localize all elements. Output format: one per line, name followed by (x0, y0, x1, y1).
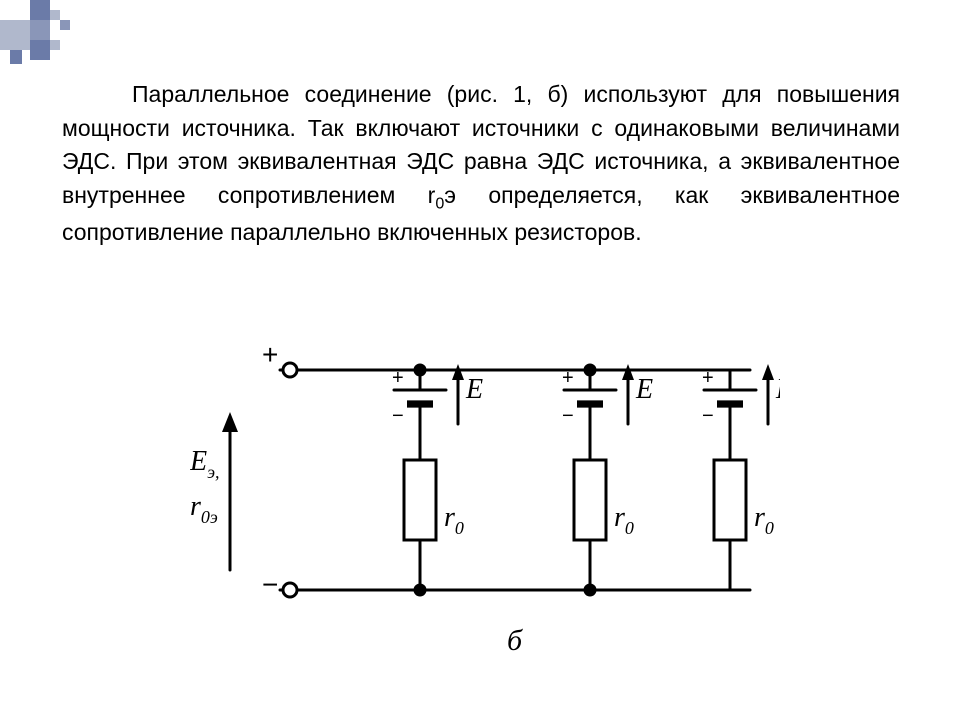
svg-text:−: − (392, 405, 404, 427)
svg-text:E: E (775, 374, 780, 405)
decor-square (0, 20, 30, 50)
circuit-diagram: + − Eэ, r0э + − Er0 + − Er0 + − Er0 б (190, 330, 780, 670)
decor-square (30, 40, 50, 60)
decor-square (30, 20, 50, 40)
svg-text:б: б (507, 624, 523, 657)
svg-text:r0: r0 (444, 502, 464, 538)
svg-text:r0: r0 (614, 502, 634, 538)
svg-text:E: E (635, 374, 653, 405)
svg-text:E: E (465, 374, 483, 405)
decor-square (50, 40, 60, 50)
decor-square (10, 50, 22, 64)
svg-text:r0э: r0э (190, 491, 218, 527)
decor-square (30, 0, 50, 20)
decor-squares (0, 0, 90, 70)
svg-text:−: − (702, 405, 714, 427)
svg-text:−: − (262, 569, 278, 600)
svg-text:r0: r0 (754, 502, 774, 538)
svg-text:−: − (562, 405, 574, 427)
svg-text:+: + (262, 339, 278, 370)
paragraph: Параллельное соединение (рис. 1, б) испо… (62, 78, 900, 249)
svg-text:Eэ,: Eэ, (190, 446, 220, 482)
svg-text:+: + (562, 367, 574, 389)
decor-square (60, 20, 70, 30)
svg-text:+: + (392, 367, 404, 389)
decor-square (50, 10, 60, 20)
paragraph-part-2-sub: 0 (435, 194, 444, 212)
svg-text:+: + (702, 367, 714, 389)
